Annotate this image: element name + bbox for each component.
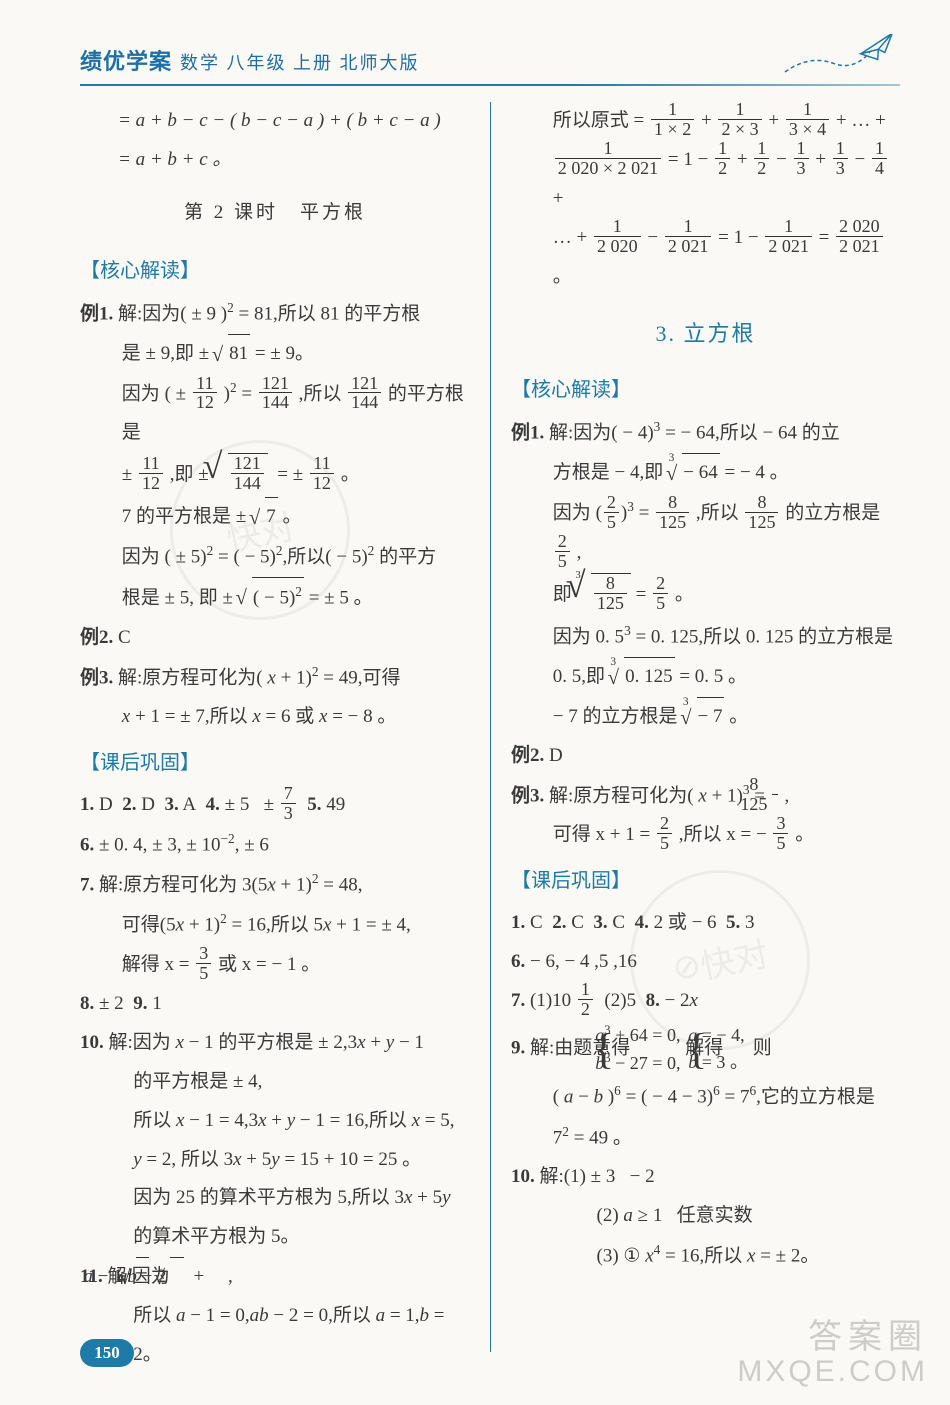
page-number: 150	[80, 1339, 134, 1367]
right-column: 所以原式 = 11 × 2 + 12 × 3 + 13 × 4 + … + 12…	[490, 102, 900, 1352]
r-ex1e: 因为 0. 53 = 0. 125,所以 0. 125 的立方根是	[511, 617, 900, 657]
r-q9b: ( a − b )6 = ( − 4 − 3)6 = 76,它的立方根是	[511, 1077, 900, 1117]
ex1-e: 7 的平方根是 ± 7 。	[80, 497, 470, 537]
txt: = 0. 5 。	[679, 666, 747, 687]
paper-plane-icon	[790, 40, 900, 80]
wm-en: MXQE.COM	[737, 1356, 928, 1388]
ex1-c: 因为 ( ± 1112 )2 = 121144 ,所以 121144 的平方根是	[80, 374, 470, 453]
l-q7b: 可得(5x + 1)2 = 16,所以 5x + 1 = ± 4,	[80, 905, 470, 945]
txt: 因为	[553, 503, 591, 524]
txt: ,	[577, 542, 582, 563]
brand: 绩优学案	[80, 44, 172, 76]
txt: ,	[784, 785, 789, 806]
txt: … +	[553, 227, 592, 248]
txt: 。	[795, 824, 814, 845]
r-ex1d: 即 38125 = 25 。	[511, 573, 900, 617]
txt: ,所以	[696, 503, 739, 524]
r-ex1g: − 7 的立方根是 3− 7 。	[511, 697, 900, 737]
subject: 数学 八年级 上册 北师大版	[180, 49, 420, 75]
l-q10d: y = 2, 所以 3x + 5y = 15 + 10 = 25 。	[80, 1141, 470, 1180]
r-ex1c: 因为 (25)3 = 8125 ,所以 8125 的立方根是 25 ,	[511, 493, 900, 572]
txt: 解得 x =	[122, 954, 194, 975]
ex1-f: 因为 ( ± 5)2 = ( − 5)2,所以( − 5)2 的平方	[80, 537, 470, 577]
txt: − 7 的立方根是	[553, 706, 678, 727]
r-q7: 7. (1)10 12 (2)5 8. − 2x	[511, 982, 900, 1021]
txt: + … +	[836, 110, 886, 131]
txt: = − 4 。	[724, 462, 788, 483]
topic-title: 3. 立方根	[511, 311, 900, 356]
r3: … + 12 020 − 12 021 = 1 − 12 021 = 2 020…	[511, 219, 900, 297]
l-q6: 6. ± 0. 4, ± 3, ± 10−2, ± 6	[80, 825, 470, 865]
txt: 可得 x + 1 =	[553, 824, 655, 845]
section-practice: 【课后巩固】	[80, 743, 470, 784]
txt: 或 x = − 1 。	[218, 954, 320, 975]
txt: 的平方根是	[122, 383, 464, 443]
ex3-a: 例3. 解:原方程可化为( x + 1)2 = 49,可得	[80, 658, 470, 698]
ex1-d: ± 1112 ,即 ± 121144 = ± 1112 。	[80, 453, 470, 497]
l-q10a: 10. 解:因为 x − 1 的平方根是 ± 2,3x + y − 1	[80, 1024, 470, 1063]
pre-line-1: = a + b − c − ( b − c − a ) + ( b + c − …	[80, 102, 470, 141]
txt: = 1 −	[668, 149, 713, 170]
pre-line-2: = a + b + c 。	[80, 141, 470, 180]
txt: ,所以 x = −	[679, 824, 772, 845]
r-ex2: 例2. D	[511, 737, 900, 776]
r-section-practice: 【课后巩固】	[511, 861, 900, 902]
ex3-b: x + 1 = ± 7,所以 x = 6 或 x = − 8 。	[80, 698, 470, 737]
l-q10c: 所以 x − 1 = 4,3x + y − 1 = 16,所以 x = 5,	[80, 1102, 470, 1141]
lesson-title: 第 2 课时 平方根	[80, 194, 470, 233]
l-q10b: 的平方根是 ± 4,	[80, 1063, 470, 1102]
ex2: 例2. C	[80, 619, 470, 658]
r-ex3b: 可得 x + 1 = 25 ,所以 x = − 35 。	[511, 816, 900, 855]
txt: =	[639, 503, 654, 524]
r-q10b: (2) a ≥ 1 任意实数	[511, 1197, 900, 1236]
ex1-b: 是 ± 9,即 ± 81 = ± 9。	[80, 334, 470, 374]
txt: 。	[341, 464, 360, 485]
txt: = 1 −	[718, 227, 763, 248]
ex1-g: 根是 ± 5, 即 ± ( − 5)2 = ± 5 。	[80, 577, 470, 618]
r-section-core: 【核心解读】	[511, 370, 900, 411]
l-q7c: 解得 x = 35 或 x = − 1 。	[80, 946, 470, 985]
page-header: 绩优学案 数学 八年级 上册 北师大版	[80, 40, 900, 87]
r1: 所以原式 = 11 × 2 + 12 × 3 + 13 × 4 + … +	[511, 102, 900, 141]
l-q10e: 因为 25 的算术平方根为 5,所以 3x + 5y	[80, 1179, 470, 1218]
r-q10a: 10. 解:(1) ± 3 − 2	[511, 1158, 900, 1197]
ex1-a: 例1. 解:因为( ± 9 )2 = 81,所以 81 的平方根	[80, 294, 470, 334]
r-ex1a: 例1. 解:因为( − 4)3 = − 64,所以 − 64 的立	[511, 413, 900, 453]
txt: 。	[729, 706, 748, 727]
l-q10f: 的算术平方根为 5。	[80, 1218, 470, 1257]
txt: 所以原式 =	[553, 110, 649, 131]
r-ex1f: 0. 5,即 30. 125 = 0. 5 。	[511, 657, 900, 697]
r-ex1b: 方根是 − 4,即 3− 64 = − 4 。	[511, 453, 900, 493]
watermark-corner: 答案圈 MXQE.COM	[737, 1320, 928, 1387]
section-core: 【核心解读】	[80, 251, 470, 292]
l-q11a: 11. 解:因为 a − 1 + ab − 2 ,	[80, 1257, 470, 1297]
wm-cn: 答案圈	[737, 1320, 928, 1356]
txt: 则	[753, 1038, 772, 1059]
r-q6: 6. − 6, − 4 ,5 ,16	[511, 943, 900, 982]
r2: 12 020 × 2 021 = 1 − 12 + 12 − 13 + 13 −…	[511, 141, 900, 219]
r-q9c: 72 = 49 。	[511, 1118, 900, 1158]
txt: 因为	[122, 383, 160, 404]
r-ex3a: 例3. 解:原方程可化为( x + 1)3 = 8125 ,	[511, 776, 900, 816]
l-q8: 8. ± 2 9. 1	[80, 985, 470, 1024]
r-q9a: 9. 解:由题意得 { a3 + 64 = 0, b3 − 27 = 0, 解得…	[511, 1021, 900, 1077]
txt: 0. 5,即	[553, 666, 605, 687]
txt: ,所以	[299, 383, 342, 404]
l-q7a: 7. 解:原方程可化为 3(5x + 1)2 = 48,	[80, 865, 470, 905]
r-q1: 1. C 2. C 3. C 4. 2 或 − 6 5. 3	[511, 904, 900, 943]
txt: =	[819, 227, 834, 248]
txt: +	[553, 188, 564, 209]
left-column: = a + b − c − ( b − c − a ) + ( b + c − …	[80, 102, 490, 1352]
txt: 的立方根是	[785, 503, 880, 524]
txt: 。	[675, 584, 694, 605]
txt: 方根是 − 4,即	[553, 462, 663, 483]
txt: 。	[553, 266, 572, 287]
r-q10c: (3) ① x4 = 16,所以 x = ± 2。	[511, 1236, 900, 1276]
l-q1: 1. D 2. D 3. A 4. ± 5 ± 73 5. 49	[80, 786, 470, 825]
txt: =	[241, 383, 256, 404]
l-q11b: 所以 a − 1 = 0,ab − 2 = 0,所以 a = 1,b = 2。	[80, 1297, 470, 1375]
